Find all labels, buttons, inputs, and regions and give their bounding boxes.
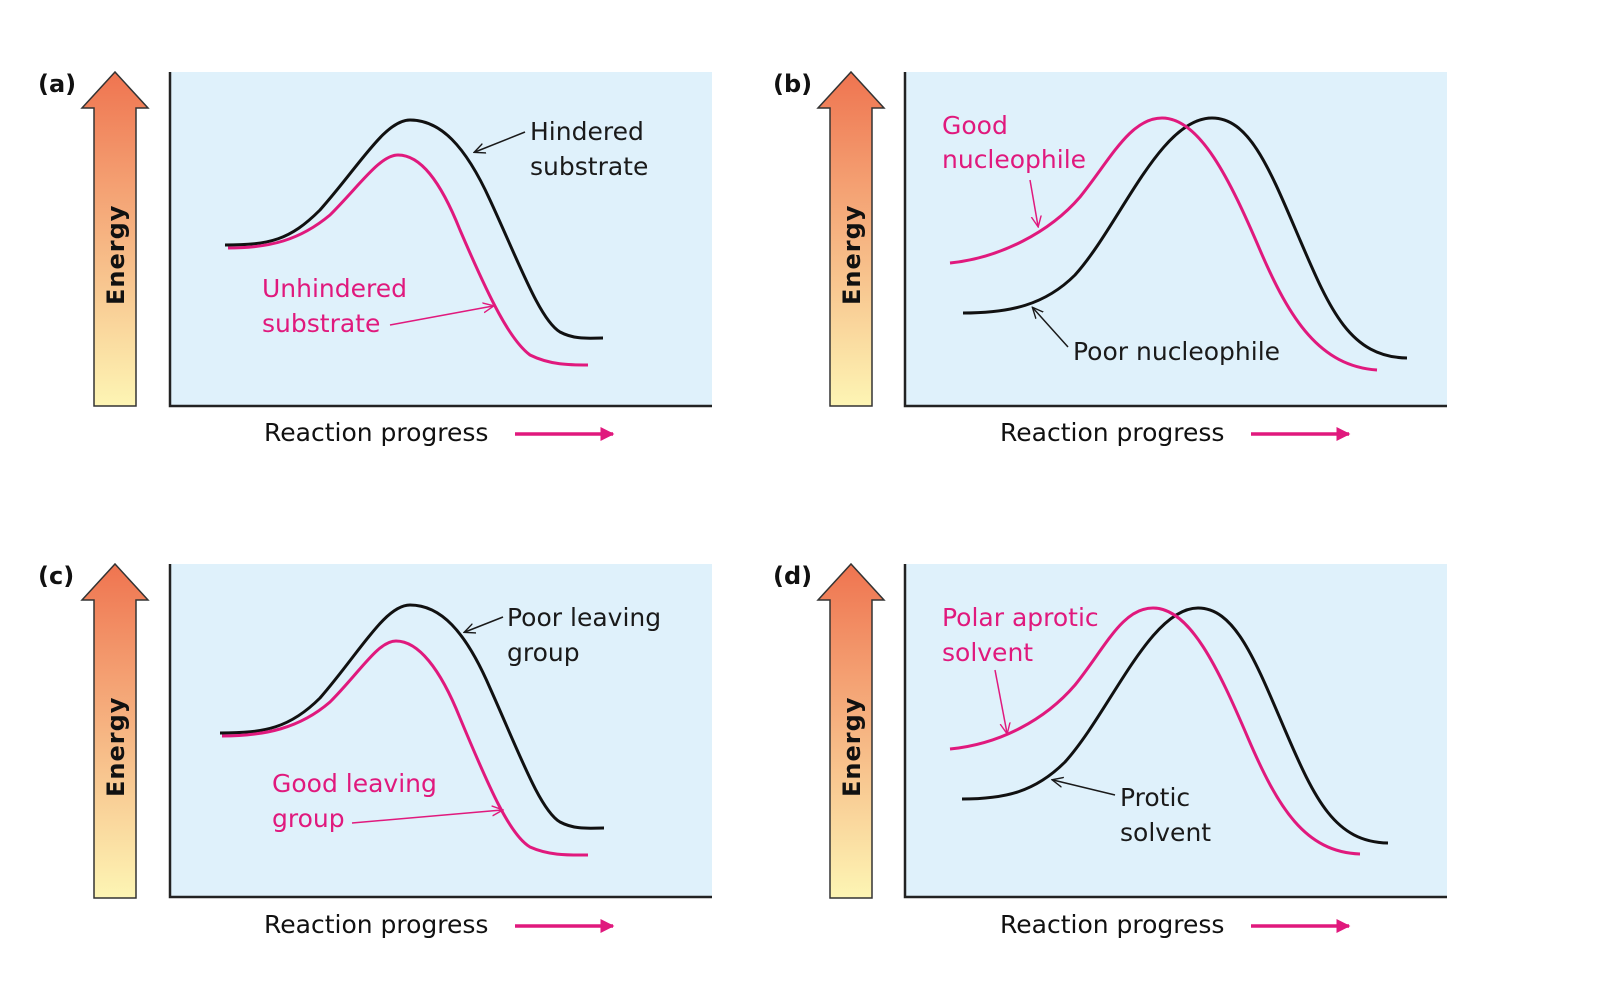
black-label-line2: solvent [1120,818,1211,847]
y-axis-label: Energy [102,697,130,797]
pointer-arrow-icon [465,616,504,632]
energy-arrow-icon [816,562,886,899]
x-axis-label: Reaction progress [264,418,488,447]
panel-c: (c) Energy Poor leaving group Good leavi… [38,562,712,939]
y-axis-label: Energy [838,205,866,305]
axes [168,564,712,899]
pink-label-line2: substrate [262,309,380,338]
axes [903,564,1447,899]
y-axis-label: Energy [102,205,130,305]
pointer-arrow-icon [1053,780,1116,796]
pink-label-line2: solvent [942,638,1033,667]
pointer-arrow-icon [994,669,1007,733]
black-curve [962,116,1408,360]
plot-area [905,564,1447,897]
black-label-line1: Protic [1120,783,1190,812]
panel-label: (c) [38,562,74,590]
pink-curve [949,606,1361,856]
pink-label-line1: Good [942,111,1008,140]
pink-curve [227,153,589,367]
x-axis-label: Reaction progress [1000,418,1224,447]
black-curve [219,603,605,830]
energy-arrow-icon [80,562,150,899]
pink-curve [949,116,1378,372]
pointer-arrow-icon [475,131,526,152]
panel-label: (b) [773,70,812,98]
axes [903,72,1447,408]
pink-curve [221,639,589,857]
black-curve [224,118,604,340]
panel-label: (a) [38,70,76,98]
pointer-arrow-icon [1033,308,1069,348]
pink-label-line1: Good leaving [272,769,437,798]
axes [168,72,712,408]
pink-label-line1: Unhindered [262,274,407,303]
x-axis-label: Reaction progress [264,910,488,939]
energy-arrow-icon [816,70,886,407]
panel-a: (a) Energy Hindered substrate Unhindered… [38,70,712,447]
pink-label-line2: nucleophile [942,145,1086,174]
pink-label-line2: group [272,804,345,833]
x-axis-label: Reaction progress [1000,910,1224,939]
black-label-line1: Poor leaving [507,603,661,632]
panel-label: (d) [773,562,812,590]
black-label-line2: substrate [530,152,648,181]
plot-area [905,72,1447,406]
panel-d: (d) Energy Polar aprotic solvent Protic … [773,562,1447,939]
black-label-line1: Hindered [530,117,644,146]
y-axis-label: Energy [838,697,866,797]
energy-arrow-icon [80,70,150,407]
pointer-arrow-icon [1029,179,1038,226]
black-label-line2: group [507,638,580,667]
black-curve [961,606,1389,845]
panel-b: (b) Energy Good nucleophile Poor nucleop… [773,70,1447,447]
plot-area [170,72,712,406]
black-label-line1: Poor nucleophile [1073,337,1280,366]
pink-label-line1: Polar aprotic [942,603,1099,632]
pointer-arrow-icon [351,810,502,824]
pointer-arrow-icon [389,306,493,326]
